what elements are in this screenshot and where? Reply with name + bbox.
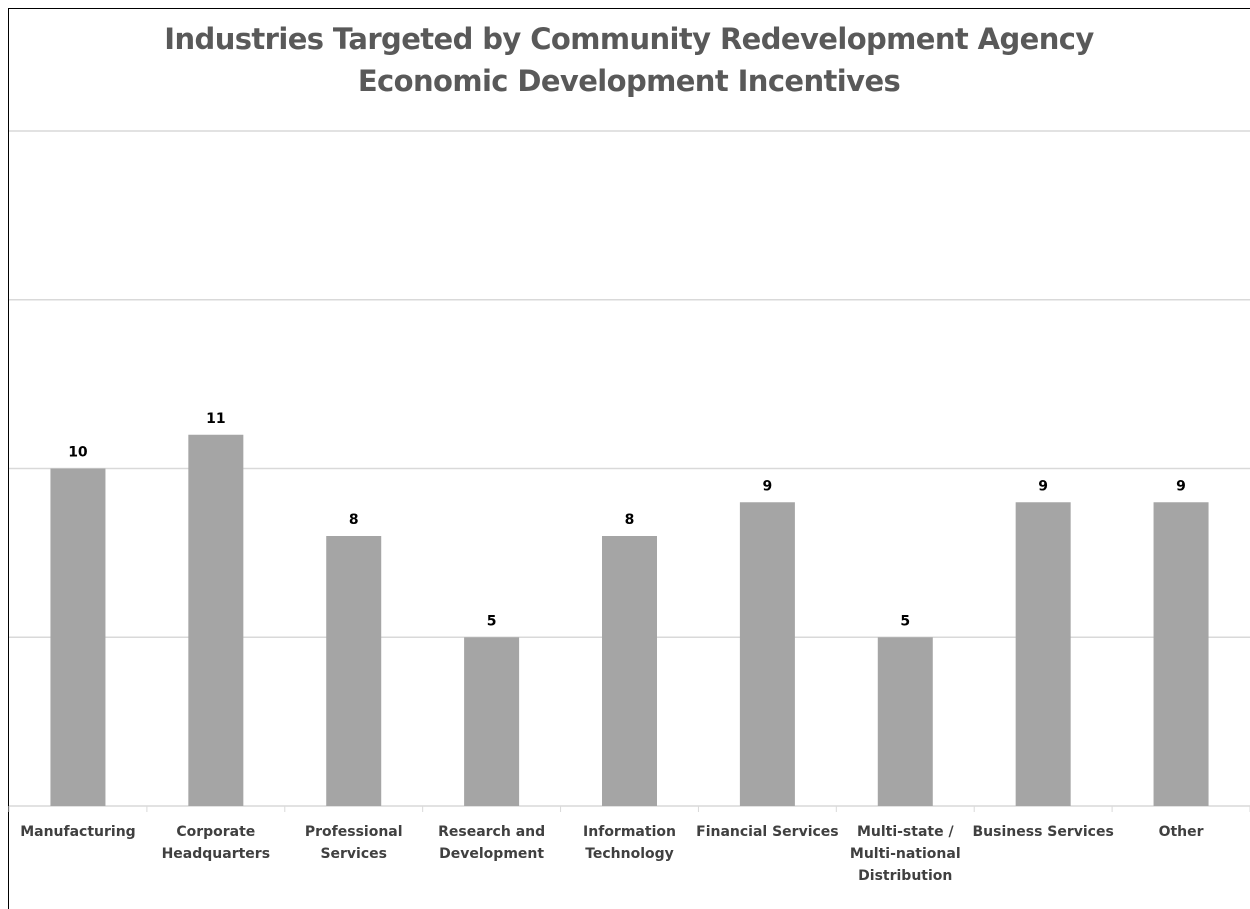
- data-label: 8: [349, 512, 359, 528]
- bar: [188, 434, 244, 806]
- bar: [877, 637, 933, 806]
- x-tick-label: Professional: [305, 824, 403, 840]
- chart-title-line-2: Economic Development Incentives: [357, 64, 901, 98]
- x-tick-label: Multi-state /: [857, 824, 955, 840]
- x-tick-label: Manufacturing: [20, 824, 136, 840]
- data-label: 8: [625, 512, 635, 528]
- chart-title-line-1: Industries Targeted by Community Redevel…: [164, 22, 1094, 56]
- bar: [50, 468, 106, 806]
- x-tick-label: Business Services: [973, 824, 1114, 840]
- data-label: 10: [68, 445, 88, 461]
- data-label: 5: [487, 613, 497, 629]
- x-tick-label: Distribution: [858, 868, 952, 884]
- data-label: 9: [1038, 478, 1048, 494]
- x-tick-label: Technology: [585, 846, 674, 862]
- x-tick-label: Services: [320, 846, 387, 862]
- x-tick-label: Financial Services: [696, 824, 839, 840]
- x-tick-label: Headquarters: [162, 846, 270, 862]
- bar: [464, 637, 520, 806]
- bar: [739, 502, 795, 806]
- data-label: 9: [763, 478, 773, 494]
- chart-title: Industries Targeted by Community Redevel…: [0, 18, 1250, 102]
- bar: [326, 536, 382, 806]
- x-tick-label: Research and: [438, 824, 545, 840]
- bar: [1153, 502, 1209, 806]
- x-tick-label: Corporate: [176, 824, 255, 840]
- data-label: 11: [206, 411, 225, 427]
- x-tick-label: Development: [439, 846, 544, 862]
- data-label: 5: [900, 613, 910, 629]
- x-tick-label: Other: [1159, 824, 1204, 840]
- bar: [1015, 502, 1071, 806]
- bar: [602, 536, 657, 806]
- data-label: 9: [1176, 478, 1186, 494]
- x-tick-label: Multi-national: [850, 846, 961, 862]
- x-tick-label: Information: [583, 824, 676, 840]
